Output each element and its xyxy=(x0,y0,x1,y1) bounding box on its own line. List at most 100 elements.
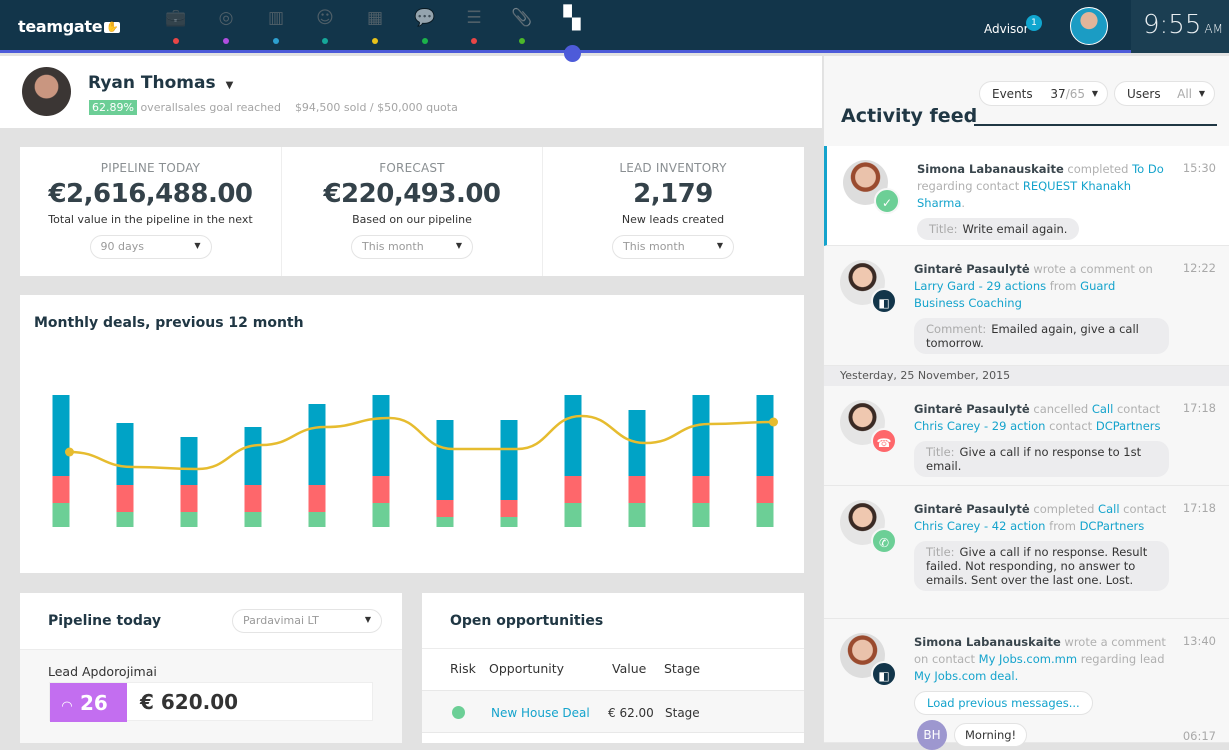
kpi-period-select[interactable]: 90 days ▼ xyxy=(89,235,212,259)
activity-link[interactable]: REQUEST Khanakh Sharma xyxy=(917,179,1131,210)
bar-segment[interactable] xyxy=(436,500,454,517)
events-filter[interactable]: Events 37/65 ▼ xyxy=(979,81,1108,106)
bar-segment[interactable] xyxy=(244,512,262,527)
activity-item[interactable]: ✆ Gintarė Pasaulytė completed Call contac… xyxy=(824,486,1229,619)
trend-point xyxy=(65,447,74,457)
activity-link[interactable]: My Jobs.com deal. xyxy=(914,669,1019,683)
kpi-0: PIPELINE TODAY €2,616,488.00 Total value i… xyxy=(20,147,281,276)
events-value: 37 xyxy=(1050,87,1066,101)
paperclip-icon[interactable]: 📎 xyxy=(510,8,534,48)
bar-segment[interactable] xyxy=(436,420,454,500)
activity-link[interactable]: DCPartners xyxy=(1079,519,1145,533)
activity-item[interactable]: ◧ Simona Labanauskaite wrote a comment on… xyxy=(824,619,1229,750)
kpi-period-select[interactable]: This month ▼ xyxy=(612,235,734,259)
bar-segment[interactable] xyxy=(692,503,710,527)
activity-text: contact xyxy=(1113,402,1161,416)
buildings-icon[interactable]: ▥ xyxy=(264,8,288,48)
users-value: All xyxy=(1177,87,1192,101)
chart-title: Monthly deals, previous 12 month xyxy=(34,315,304,331)
bar-segment[interactable] xyxy=(564,503,582,527)
dashboard-icon[interactable]: ▚ xyxy=(563,6,581,31)
advisor-link[interactable]: Advisor xyxy=(984,22,1029,36)
activity-user[interactable]: Gintarė Pasaulytė xyxy=(914,402,1030,416)
bar-segment[interactable] xyxy=(628,476,646,503)
calendar-icon[interactable]: ▦ xyxy=(363,8,387,48)
activity-item[interactable]: ✓ Simona Labanauskaite completed To Do re… xyxy=(824,146,1229,246)
activity-text: completed xyxy=(1063,162,1133,176)
activity-user[interactable]: Gintarė Pasaulytė xyxy=(914,502,1030,516)
bar-segment[interactable] xyxy=(116,512,134,527)
contact-icon[interactable]: ☺ xyxy=(313,8,337,48)
activity-user[interactable]: Gintarė Pasaulytė xyxy=(914,262,1030,276)
bar-segment[interactable] xyxy=(116,485,134,512)
bar-segment[interactable] xyxy=(52,395,70,476)
opportunity-link[interactable]: New House Deal xyxy=(491,706,590,720)
bar-segment[interactable] xyxy=(564,476,582,503)
bar-segment[interactable] xyxy=(116,423,134,485)
bar-segment[interactable] xyxy=(52,503,70,527)
bar-segment[interactable] xyxy=(180,437,198,485)
activity-link[interactable]: Call xyxy=(1098,502,1120,516)
activity-item[interactable]: ◧ Gintarė Pasaulytė wrote a comment on La… xyxy=(824,246,1229,366)
activity-link[interactable]: To Do xyxy=(1132,162,1164,176)
bar-segment[interactable] xyxy=(500,517,518,527)
user-avatar[interactable] xyxy=(1070,7,1108,45)
load-previous-button[interactable]: Load previous messages... xyxy=(914,691,1093,715)
bar-segment[interactable] xyxy=(436,517,454,527)
profile-name-dropdown[interactable]: Ryan Thomas ▼ xyxy=(88,73,233,93)
activity-link[interactable]: Guard Business Coaching xyxy=(914,279,1116,310)
bar-segment[interactable] xyxy=(564,395,582,476)
bar-segment[interactable] xyxy=(244,485,262,512)
nav-glyph: ☰ xyxy=(466,8,482,28)
activity-note: Title: Write email again. xyxy=(917,218,1080,240)
target-icon[interactable]: ◎ xyxy=(214,8,238,48)
activity-link[interactable]: Larry Gard - 29 actions xyxy=(914,279,1047,293)
bar-segment[interactable] xyxy=(372,503,390,527)
nav-glyph: 💬 xyxy=(414,8,436,28)
bar-segment[interactable] xyxy=(372,395,390,476)
bar-segment[interactable] xyxy=(244,427,262,485)
activity-link[interactable]: DCPartners xyxy=(1095,419,1161,433)
bar-segment[interactable] xyxy=(692,395,710,476)
pipeline-select[interactable]: Pardavimai LT ▼ xyxy=(232,609,382,633)
bar-segment[interactable] xyxy=(308,512,326,527)
users-filter[interactable]: Users All ▼ xyxy=(1114,81,1215,106)
bar-segment[interactable] xyxy=(756,476,774,503)
activity-user[interactable]: Simona Labanauskaite xyxy=(914,635,1061,649)
gauge-icon: ◠ xyxy=(62,699,72,714)
caret-down-icon: ▼ xyxy=(194,241,201,250)
bar-segment[interactable] xyxy=(180,512,198,527)
bar-segment[interactable] xyxy=(308,485,326,512)
activity-link[interactable]: Chris Carey - 29 action xyxy=(914,419,1046,433)
chat-icon[interactable]: 💬 xyxy=(413,8,437,48)
activity-item[interactable]: ☎ Gintarė Pasaulytė cancelled Call contac… xyxy=(824,386,1229,486)
logo[interactable]: teamgate ✋ xyxy=(18,17,121,36)
advisor-badge: 1 xyxy=(1026,15,1042,31)
activity-link[interactable]: Call xyxy=(1091,402,1114,416)
notes-icon[interactable]: ☰ xyxy=(462,8,486,48)
activity-link[interactable]: My Jobs.com.mm xyxy=(978,652,1078,666)
bar-segment[interactable] xyxy=(52,476,70,503)
logo-text: teamgate xyxy=(18,17,103,36)
activity-user[interactable]: Simona Labanauskaite xyxy=(917,162,1064,176)
notification-dot xyxy=(223,38,229,44)
caret-down-icon: ▼ xyxy=(364,615,371,624)
note-label: Title: xyxy=(929,222,958,236)
bar-segment[interactable] xyxy=(628,503,646,527)
caret-down-icon: ▼ xyxy=(1198,89,1205,98)
bar-segment[interactable] xyxy=(180,485,198,512)
kpi-period-select[interactable]: This month ▼ xyxy=(351,235,473,259)
activity-link[interactable]: Chris Carey - 42 action xyxy=(914,519,1046,533)
bar-segment[interactable] xyxy=(500,500,518,517)
bar-segment[interactable] xyxy=(500,420,518,500)
bar-segment[interactable] xyxy=(372,476,390,503)
briefcase-icon[interactable]: 💼 xyxy=(164,8,188,48)
bar-segment[interactable] xyxy=(756,503,774,527)
title-underline xyxy=(974,124,1217,126)
bar-segment[interactable] xyxy=(692,476,710,503)
bar-segment[interactable] xyxy=(308,404,326,485)
table-row[interactable]: New House Deal € 62.00 Stage xyxy=(422,690,804,733)
stage-row[interactable]: ◠ 26 € 620.00 xyxy=(49,682,373,722)
bar-segment[interactable] xyxy=(756,395,774,476)
activity-time: 13:40 xyxy=(1182,634,1216,648)
